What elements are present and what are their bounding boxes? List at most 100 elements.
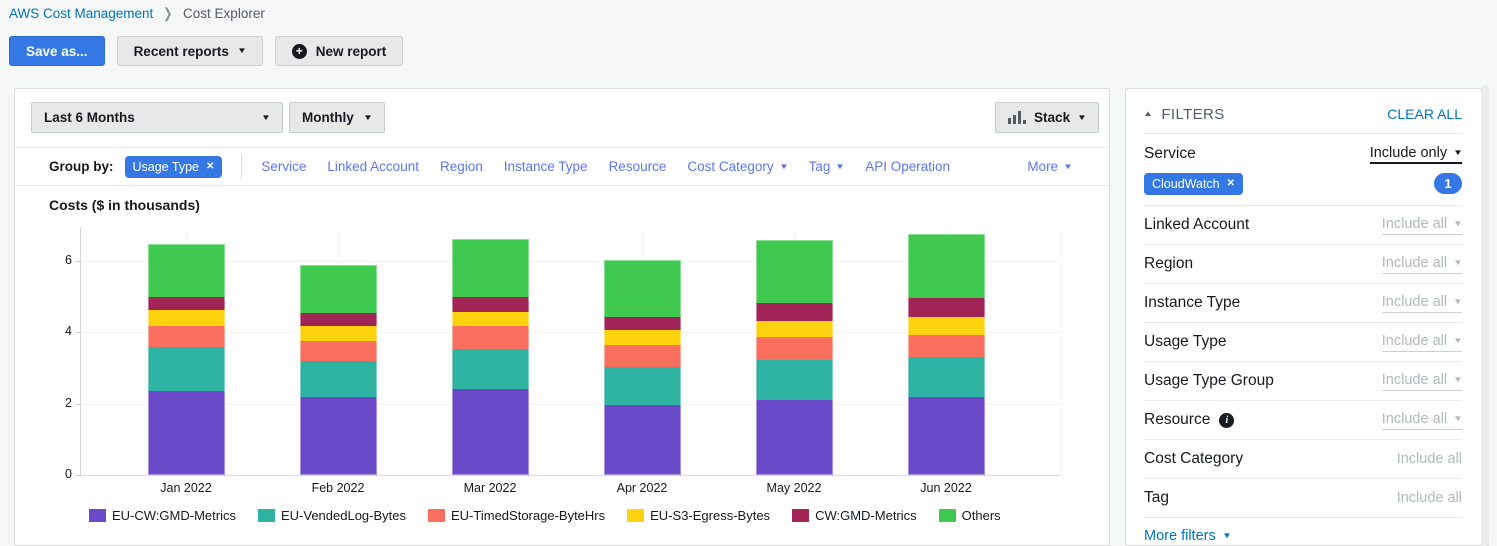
filter-action-dropdown[interactable]: Include all ▼: [1381, 411, 1463, 430]
groupby-option-resource[interactable]: Resource: [609, 159, 667, 174]
bar-may-2022-eu-timedstorage-bytehrs[interactable]: [755, 337, 833, 360]
bar-jun-2022-cw-gmd-metrics[interactable]: [907, 297, 985, 317]
bar-jan-2022-cw-gmd-metrics[interactable]: [147, 296, 225, 310]
new-report-button[interactable]: + New report: [274, 36, 404, 66]
close-icon[interactable]: ✕: [205, 161, 215, 172]
save-as-button[interactable]: Save as...: [9, 36, 105, 66]
filter-action-dropdown[interactable]: Include all ▼: [1381, 254, 1463, 274]
recent-reports-button[interactable]: Recent reports ▼: [116, 36, 263, 66]
filter-action-dropdown[interactable]: Include all ▼: [1381, 372, 1463, 391]
bar-jun-2022-eu-s3-egress-bytes[interactable]: [907, 316, 985, 335]
bar-jan-2022-eu-s3-egress-bytes[interactable]: [147, 309, 225, 326]
bar-feb-2022-eu-vendedlog-bytes[interactable]: [299, 360, 377, 398]
filter-row-left: Linked Account: [1144, 216, 1249, 234]
groupby-option-instance-type[interactable]: Instance Type: [504, 159, 588, 174]
clear-all-link[interactable]: CLEAR ALL: [1387, 106, 1462, 122]
filter-action-label: Include all: [1381, 332, 1448, 349]
group-by-chip-usage-type[interactable]: Usage Type ✕: [124, 155, 223, 178]
legend-label: EU-TimedStorage-ByteHrs: [451, 508, 606, 523]
legend-item-others[interactable]: Others: [938, 508, 1001, 523]
bar-jan-2022-eu-timedstorage-bytehrs[interactable]: [147, 325, 225, 347]
filter-action-dropdown[interactable]: Include all ▼: [1381, 332, 1463, 352]
bar-may-2022-eu-s3-egress-bytes[interactable]: [755, 321, 833, 338]
bar-jun-2022-eu-timedstorage-bytehrs[interactable]: [907, 334, 985, 357]
legend-item-cw-gmd-metrics[interactable]: CW:GMD-Metrics: [792, 508, 917, 523]
filter-action-label: Include all: [1381, 254, 1448, 271]
filter-count-badge[interactable]: 1: [1434, 173, 1462, 194]
legend-swatch: [89, 509, 106, 522]
filters-collapse[interactable]: ▲ FILTERS: [1143, 106, 1225, 123]
bar-mar-2022-eu-timedstorage-bytehrs[interactable]: [451, 326, 529, 350]
legend-item-eu-timedstorage-bytehrs[interactable]: EU-TimedStorage-ByteHrs: [428, 508, 605, 523]
groupby-option-api-operation[interactable]: API Operation: [865, 159, 950, 174]
bar-apr-2022-eu-vendedlog-bytes[interactable]: [603, 366, 681, 406]
filter-action-dropdown[interactable]: Include all: [1397, 451, 1462, 467]
info-icon[interactable]: i: [1219, 412, 1235, 428]
legend-item-eu-cw-gmd-metrics[interactable]: EU-CW:GMD-Metrics: [89, 508, 236, 523]
legend-item-eu-s3-egress-bytes[interactable]: EU-S3-Egress-Bytes: [627, 508, 770, 523]
date-range-select[interactable]: Last 6 Months ▼: [31, 102, 283, 133]
filter-row-top: Tag Include all: [1144, 489, 1462, 507]
bar-jun-2022-eu-vendedlog-bytes[interactable]: [907, 356, 985, 398]
filter-row-left: Instance Type: [1144, 294, 1240, 312]
filter-row-top: Usage Type Include all ▼: [1144, 332, 1463, 352]
bar-may-2022-eu-cw-gmd-metrics[interactable]: [755, 400, 833, 475]
recent-reports-label: Recent reports: [133, 43, 229, 59]
bar-may-2022-eu-vendedlog-bytes[interactable]: [755, 359, 833, 401]
bar-apr-2022-others[interactable]: [603, 260, 681, 318]
groupby-option-region[interactable]: Region: [440, 159, 483, 174]
filter-action-dropdown[interactable]: Include all ▼: [1381, 294, 1463, 313]
filter-row-linked-account: Linked Account Include all ▼: [1144, 206, 1463, 245]
bar-jun-2022-eu-cw-gmd-metrics[interactable]: [907, 397, 985, 475]
bar-mar-2022-others[interactable]: [451, 238, 529, 297]
scrollbar[interactable]: [1481, 85, 1489, 546]
filter-row-top: Instance Type Include all ▼: [1144, 294, 1463, 313]
bar-feb-2022-cw-gmd-metrics[interactable]: [299, 313, 377, 326]
chart-style-select[interactable]: Stack ▼: [995, 102, 1099, 133]
filter-row-top: Linked Account Include all ▼: [1144, 215, 1463, 235]
bar-feb-2022-eu-s3-egress-bytes[interactable]: [299, 325, 377, 341]
bar-feb-2022-eu-timedstorage-bytehrs[interactable]: [299, 340, 377, 361]
bar-feb-2022-eu-cw-gmd-metrics[interactable]: [299, 397, 377, 475]
legend-item-eu-vendedlog-bytes[interactable]: EU-VendedLog-Bytes: [257, 508, 406, 523]
filters-header: ▲ FILTERS CLEAR ALL: [1143, 103, 1462, 125]
x-tick-label: Jun 2022: [920, 481, 972, 495]
groupby-option-service[interactable]: Service: [261, 159, 306, 174]
bar-apr-2022-eu-s3-egress-bytes[interactable]: [603, 329, 681, 345]
bar-jan-2022-eu-vendedlog-bytes[interactable]: [147, 346, 225, 391]
breadcrumb-link-cost-management[interactable]: AWS Cost Management: [9, 6, 154, 21]
more-filters-link[interactable]: More filters ▼: [1144, 528, 1232, 544]
filter-action-label: Include all: [1381, 215, 1448, 232]
granularity-select[interactable]: Monthly ▼: [289, 102, 385, 133]
bar-mar-2022-eu-vendedlog-bytes[interactable]: [451, 349, 529, 389]
bar-apr-2022-eu-timedstorage-bytehrs[interactable]: [603, 344, 681, 367]
bar-jan-2022-others[interactable]: [147, 243, 225, 297]
bar-mar-2022-cw-gmd-metrics[interactable]: [451, 296, 529, 312]
bar-mar-2022-eu-cw-gmd-metrics[interactable]: [451, 388, 529, 475]
bar-feb-2022-others[interactable]: [299, 265, 377, 314]
filter-action-dropdown[interactable]: Include all ▼: [1381, 215, 1463, 235]
filter-row-resource: Resource i Include all ▼: [1144, 401, 1463, 440]
groupby-option-linked-account[interactable]: Linked Account: [327, 159, 419, 174]
filter-action-dropdown[interactable]: Include only ▼: [1369, 145, 1463, 164]
bar-may-2022-others[interactable]: [755, 240, 833, 304]
bar-jun-2022-others[interactable]: [907, 233, 985, 298]
bar-mar-2022-eu-s3-egress-bytes[interactable]: [451, 311, 529, 327]
groupby-option-tag[interactable]: Tag ▼: [809, 159, 846, 174]
y-tick-label: 2: [65, 396, 72, 410]
chip-label: Usage Type: [132, 159, 199, 174]
bar-may-2022-cw-gmd-metrics[interactable]: [755, 303, 833, 322]
filter-label: Tag: [1144, 489, 1169, 506]
legend-swatch: [627, 509, 645, 522]
close-icon[interactable]: ✕: [1226, 178, 1236, 189]
filter-action-dropdown[interactable]: Include all: [1397, 490, 1462, 506]
bar-apr-2022-eu-cw-gmd-metrics[interactable]: [603, 405, 681, 475]
bar-jan-2022-eu-cw-gmd-metrics[interactable]: [147, 390, 225, 475]
group-by-more[interactable]: More ▼: [1027, 159, 1073, 174]
bar-apr-2022-cw-gmd-metrics[interactable]: [603, 317, 681, 330]
filter-row-top: Resource i Include all ▼: [1144, 411, 1463, 430]
filter-chip-cloudwatch[interactable]: CloudWatch ✕: [1144, 172, 1244, 195]
filter-row-tag: Tag Include all: [1144, 479, 1462, 518]
groupby-option-label: Region: [439, 159, 483, 174]
groupby-option-cost-category[interactable]: Cost Category ▼: [687, 159, 788, 174]
